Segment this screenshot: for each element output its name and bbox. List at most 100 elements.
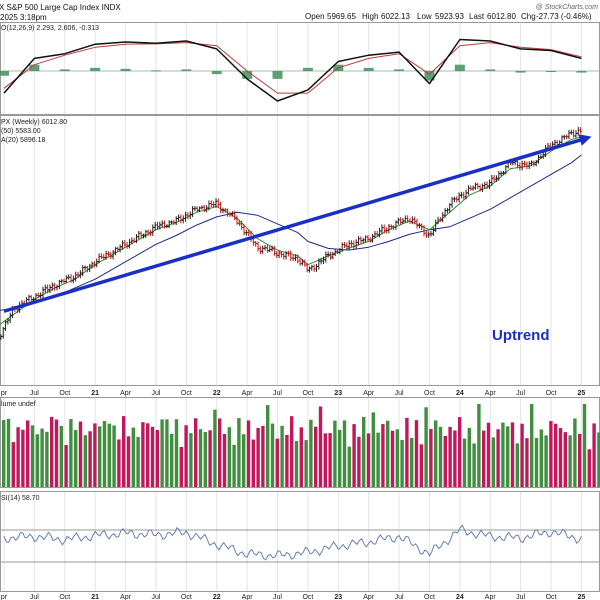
low-label: Low bbox=[417, 12, 432, 21]
x-tick-label-bottom: 24 bbox=[456, 594, 464, 600]
volume-bar bbox=[270, 423, 275, 487]
watermark: @ StockCharts.com bbox=[536, 4, 599, 11]
volume-bar bbox=[232, 444, 236, 487]
x-tick-label: Jul bbox=[30, 390, 39, 397]
x-tick-label: 25 bbox=[578, 390, 586, 397]
volume-bar bbox=[549, 421, 553, 487]
volume-bar bbox=[117, 439, 121, 487]
x-tick-label-bottom: Apr bbox=[485, 594, 497, 600]
volume-bar bbox=[506, 426, 510, 487]
ma50-legend: (50) 5583.00 bbox=[1, 128, 41, 135]
macd-histogram-bar bbox=[150, 70, 161, 72]
volume-bar bbox=[290, 416, 294, 487]
volume-bar bbox=[246, 420, 251, 487]
volume-bar bbox=[357, 436, 361, 487]
volume-bar bbox=[400, 439, 404, 487]
volume-bar bbox=[395, 429, 399, 487]
low-value: 5923.93 bbox=[435, 12, 464, 21]
volume-bar bbox=[59, 425, 63, 487]
volume-bar bbox=[88, 431, 92, 487]
volume-bar bbox=[438, 426, 443, 487]
volume-bar bbox=[112, 425, 116, 487]
volume-bar bbox=[371, 412, 375, 487]
macd-histogram-bar bbox=[363, 67, 374, 71]
macd-line bbox=[3, 38, 582, 102]
volume-bar bbox=[237, 418, 241, 487]
volume-bar bbox=[568, 435, 572, 487]
volume-bar bbox=[515, 443, 519, 487]
volume-bar bbox=[213, 409, 217, 487]
volume-bar bbox=[146, 423, 150, 487]
volume-bar bbox=[102, 420, 107, 487]
macd-histogram-bar bbox=[302, 67, 313, 71]
volume-bar bbox=[323, 433, 327, 487]
volume-bar bbox=[544, 435, 548, 487]
volume-bar bbox=[280, 425, 284, 487]
x-tick-label-bottom: 23 bbox=[334, 594, 342, 600]
rsi-line bbox=[3, 524, 582, 561]
x-tick-label: Jul bbox=[516, 390, 525, 397]
volume-bar bbox=[141, 422, 145, 487]
volume-bar bbox=[160, 419, 164, 487]
x-tick-label-bottom: Jul bbox=[30, 594, 39, 600]
open-label: Open bbox=[305, 12, 325, 21]
x-tick-label: Apr bbox=[485, 390, 497, 397]
x-tick-label: Oct bbox=[302, 390, 313, 397]
x-tick-label: pr bbox=[1, 390, 8, 397]
x-tick-label-bottom: 22 bbox=[213, 594, 221, 600]
volume-bar bbox=[16, 427, 20, 487]
x-tick-label: Oct bbox=[546, 390, 557, 397]
rsi-overbought-fill bbox=[447, 529, 472, 530]
volume-bar bbox=[45, 431, 49, 487]
volume-bar bbox=[381, 424, 385, 487]
volume-bar bbox=[26, 420, 30, 487]
x-tick-label-bottom: 21 bbox=[91, 594, 99, 600]
volume-bar bbox=[333, 420, 337, 487]
volume-bar bbox=[414, 420, 419, 487]
macd-histogram-bar bbox=[515, 71, 526, 73]
macd-histogram-bar bbox=[0, 71, 9, 76]
volume-bar bbox=[40, 428, 44, 487]
volume-bar bbox=[179, 447, 183, 487]
volume-bar bbox=[21, 429, 25, 487]
volume-bar bbox=[386, 420, 390, 487]
volume-bar bbox=[472, 443, 476, 487]
volume-bar bbox=[74, 430, 78, 487]
volume-bar bbox=[98, 426, 102, 487]
volume-bar bbox=[78, 421, 83, 487]
x-tick-label: 23 bbox=[334, 390, 342, 397]
volume-bar bbox=[189, 433, 193, 487]
volume-bar bbox=[165, 419, 169, 487]
volume-bar bbox=[107, 423, 111, 487]
volume-bar bbox=[342, 420, 347, 487]
change-label: Chg bbox=[521, 12, 536, 21]
chart-marks bbox=[0, 38, 600, 563]
volume-bar bbox=[458, 417, 462, 487]
x-tick-label: Apr bbox=[363, 390, 375, 397]
volume-bar bbox=[309, 419, 313, 487]
volume-bar bbox=[174, 419, 179, 487]
volume-bar bbox=[573, 418, 577, 487]
volume-bar bbox=[390, 430, 395, 487]
volume-bar bbox=[227, 427, 231, 487]
high-label: High bbox=[362, 12, 378, 21]
volume-bar bbox=[534, 437, 539, 487]
volume-bar bbox=[501, 422, 505, 487]
volume-bar bbox=[482, 430, 486, 487]
volume-bar bbox=[530, 404, 534, 487]
price-title: PX (Weekly) 6012.80 bbox=[1, 119, 67, 126]
x-tick-label-bottom: Jul bbox=[151, 594, 160, 600]
volume-bar bbox=[131, 427, 135, 487]
volume-bar bbox=[525, 438, 529, 487]
ma50-line bbox=[0, 154, 582, 311]
volume-bar bbox=[563, 432, 567, 487]
volume-bar bbox=[69, 419, 73, 487]
volume-bar bbox=[486, 422, 491, 487]
macd-histogram-bar bbox=[90, 67, 101, 71]
x-tick-label: Oct bbox=[59, 390, 70, 397]
x-tick-label-bottom: Oct bbox=[302, 594, 313, 600]
macd-title: O(12,26,9) 2.293, 2.606, -0.313 bbox=[1, 25, 99, 32]
x-tick-label: Oct bbox=[181, 390, 192, 397]
volume-bar bbox=[491, 437, 495, 487]
